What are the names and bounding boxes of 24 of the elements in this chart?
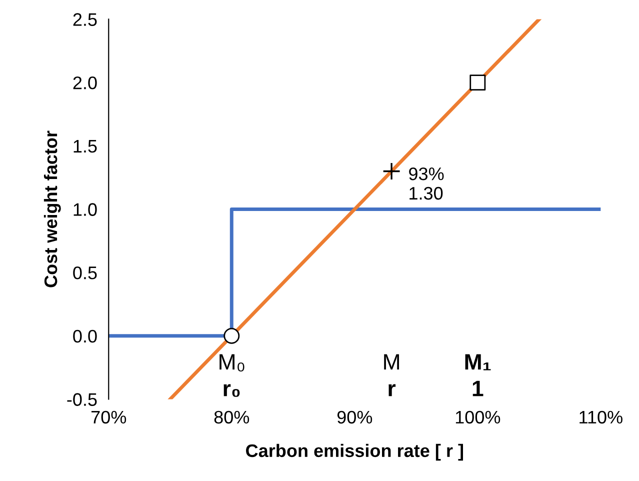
annotation: M — [384, 354, 399, 370]
point — [382, 162, 401, 180]
x-axis-title: Carbon emission rate [ r ] — [246, 444, 463, 461]
y-tick-label: 0.0 — [73, 330, 97, 343]
y-axis-title: Cost weight factor — [44, 130, 61, 288]
annotation: 1 — [472, 380, 484, 396]
y-tick-label: 2.5 — [73, 13, 97, 26]
annotation: r — [388, 384, 396, 396]
point — [470, 74, 486, 91]
y-tick-label: 2.0 — [73, 76, 97, 90]
y-tick-label: -0.5 — [67, 393, 97, 406]
y-tick-label: 1.0 — [74, 203, 97, 216]
annotation: M₁ — [465, 354, 491, 370]
y-tick-label: 0.5 — [73, 266, 97, 280]
x-tick-label: 70% — [91, 410, 126, 424]
annotation: M₀ — [220, 354, 244, 372]
annotation: 93% 1.30 — [409, 167, 444, 200]
x-tick-label: 80% — [214, 410, 250, 424]
y-tick-label: 1.5 — [74, 140, 97, 153]
annotation: r₀ — [224, 384, 240, 397]
x-tick-label: 110% — [580, 410, 622, 424]
point — [224, 328, 240, 344]
x-tick-label: 90% — [337, 410, 372, 424]
x-tick-label: 100% — [456, 410, 500, 424]
